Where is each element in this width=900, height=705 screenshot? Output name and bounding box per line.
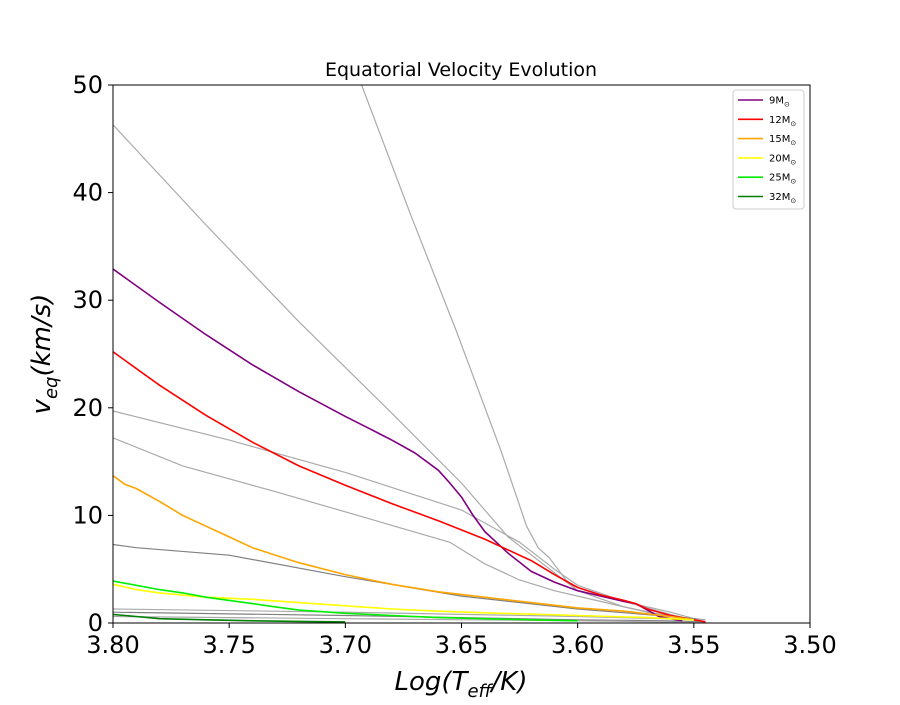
gray-track-3 xyxy=(113,410,694,621)
x-tick-label: 3.80 xyxy=(86,631,139,659)
legend-label-15m: 15M⊙ xyxy=(769,134,796,147)
x-tick-label: 3.60 xyxy=(551,631,604,659)
legend-label-9m: 9M⊙ xyxy=(769,96,790,109)
x-tick-label: 3.65 xyxy=(435,631,488,659)
plot-area xyxy=(113,85,706,623)
x-axis: 3.80 3.75 3.70 3.65 3.60 3.55 3.50 xyxy=(86,623,837,659)
x-tick-label: 3.55 xyxy=(667,631,720,659)
chart-title: Equatorial Velocity Evolution xyxy=(325,59,597,81)
y-tick-label: 10 xyxy=(72,501,103,529)
y-tick-label: 20 xyxy=(72,394,103,422)
series-line-15m xyxy=(113,474,694,621)
series-line-32m xyxy=(113,613,346,623)
x-axis-label: Log(Teff/K) xyxy=(395,667,528,700)
legend-label-20m: 20M⊙ xyxy=(769,153,796,166)
y-axis: 0 10 20 30 40 50 xyxy=(72,71,113,637)
gray-track-4 xyxy=(113,437,694,621)
gray-track-8 xyxy=(113,615,706,623)
series-line-25m xyxy=(113,580,578,622)
x-tick-label: 3.75 xyxy=(202,631,255,659)
legend-label-12m: 12M⊙ xyxy=(769,115,796,128)
x-tick-label: 3.50 xyxy=(783,631,836,659)
gray-track-7 xyxy=(113,611,706,623)
y-axis-label: veq(km/s) xyxy=(27,294,62,415)
y-tick-label: 0 xyxy=(88,609,103,637)
series-line-9m xyxy=(113,268,683,622)
series-line-20m xyxy=(113,583,694,621)
x-tick-label: 3.70 xyxy=(319,631,372,659)
y-tick-label: 50 xyxy=(72,71,103,99)
legend-label-32m: 32M⊙ xyxy=(769,192,796,205)
series-line-12m xyxy=(113,351,706,623)
legend: 9M⊙ 12M⊙ 15M⊙ 20M⊙ 25M⊙ 32M⊙ xyxy=(732,89,805,210)
legend-label-25m: 25M⊙ xyxy=(769,173,796,186)
y-tick-label: 40 xyxy=(72,179,103,207)
y-tick-label: 30 xyxy=(72,286,103,314)
